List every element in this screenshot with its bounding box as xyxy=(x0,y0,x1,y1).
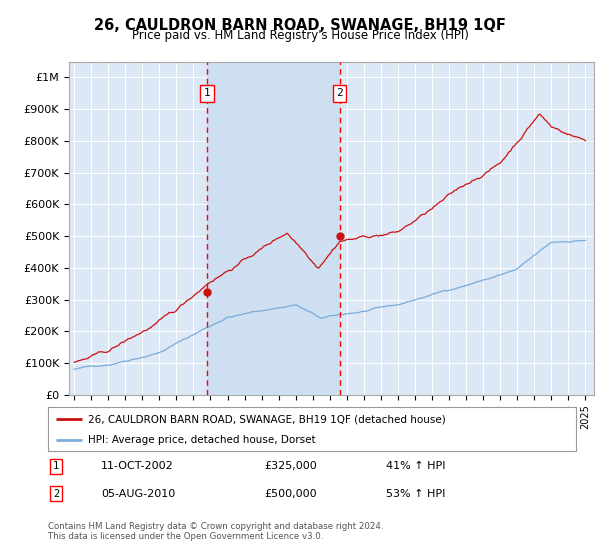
Text: Price paid vs. HM Land Registry's House Price Index (HPI): Price paid vs. HM Land Registry's House … xyxy=(131,29,469,42)
Bar xyxy=(207,62,340,395)
Text: 2: 2 xyxy=(337,88,343,99)
Text: 53% ↑ HPI: 53% ↑ HPI xyxy=(386,489,445,498)
Text: 26, CAULDRON BARN ROAD, SWANAGE, BH19 1QF: 26, CAULDRON BARN ROAD, SWANAGE, BH19 1Q… xyxy=(94,18,506,33)
Text: 41% ↑ HPI: 41% ↑ HPI xyxy=(386,461,445,471)
Text: 2: 2 xyxy=(53,489,59,498)
Text: £500,000: £500,000 xyxy=(265,489,317,498)
Text: 26, CAULDRON BARN ROAD, SWANAGE, BH19 1QF (detached house): 26, CAULDRON BARN ROAD, SWANAGE, BH19 1Q… xyxy=(88,414,445,424)
Text: 11-OCT-2002: 11-OCT-2002 xyxy=(101,461,173,471)
Text: Contains HM Land Registry data © Crown copyright and database right 2024.
This d: Contains HM Land Registry data © Crown c… xyxy=(48,522,383,542)
Text: 05-AUG-2010: 05-AUG-2010 xyxy=(101,489,175,498)
Text: HPI: Average price, detached house, Dorset: HPI: Average price, detached house, Dors… xyxy=(88,435,315,445)
Text: £325,000: £325,000 xyxy=(265,461,317,471)
Text: 1: 1 xyxy=(203,88,210,99)
Text: 1: 1 xyxy=(53,461,59,471)
